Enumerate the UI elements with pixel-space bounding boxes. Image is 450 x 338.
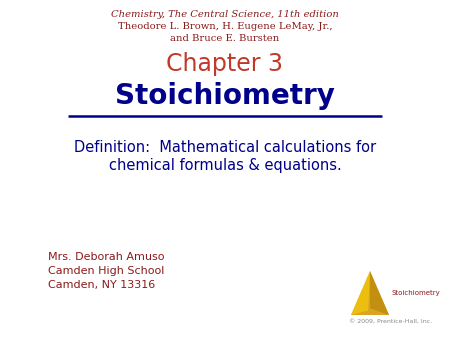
Text: Stoichiometry: Stoichiometry — [115, 82, 335, 110]
Text: Mrs. Deborah Amuso: Mrs. Deborah Amuso — [48, 252, 165, 262]
Polygon shape — [351, 271, 389, 315]
Text: Definition:  Mathematical calculations for: Definition: Mathematical calculations fo… — [74, 140, 376, 155]
Text: chemical formulas & equations.: chemical formulas & equations. — [108, 158, 342, 173]
Text: and Bruce E. Bursten: and Bruce E. Bursten — [171, 34, 279, 43]
Text: Chemistry, The Central Science, 11th edition: Chemistry, The Central Science, 11th edi… — [111, 10, 339, 19]
Text: Camden, NY 13316: Camden, NY 13316 — [48, 280, 155, 290]
Text: Chapter 3: Chapter 3 — [166, 52, 284, 76]
Polygon shape — [351, 271, 370, 315]
Text: Theodore L. Brown, H. Eugene LeMay, Jr.,: Theodore L. Brown, H. Eugene LeMay, Jr., — [118, 22, 332, 31]
Text: Stoichiometry: Stoichiometry — [392, 290, 441, 296]
Polygon shape — [370, 271, 389, 315]
Text: © 2009, Prentice-Hall, Inc.: © 2009, Prentice-Hall, Inc. — [349, 319, 432, 324]
Text: Camden High School: Camden High School — [48, 266, 164, 276]
